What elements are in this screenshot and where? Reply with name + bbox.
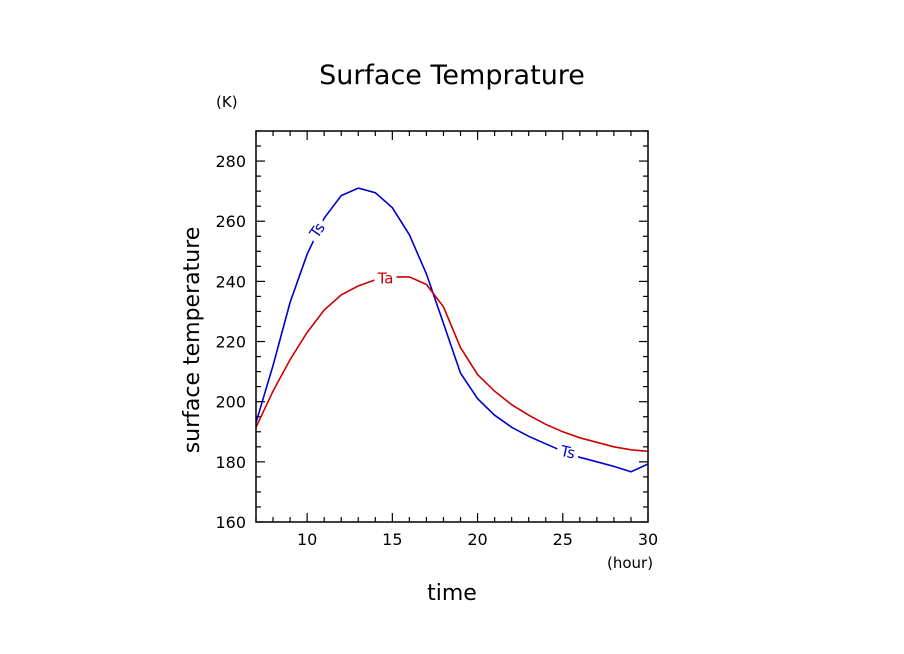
y-tick-label: 240 — [215, 272, 246, 291]
plot-frame — [255, 130, 649, 523]
x-tick-label: 25 — [553, 530, 573, 549]
x-tick-label: 20 — [467, 530, 487, 549]
y-axis-label: surface temperature — [180, 227, 205, 454]
y-tick-label: 220 — [215, 333, 246, 352]
chart-title: Surface Temprature — [319, 60, 585, 91]
y-tick-label: 260 — [215, 212, 246, 231]
x-tick-label: 30 — [638, 530, 658, 549]
series-label-knockout — [555, 441, 581, 464]
series-label-ta: Ta — [377, 269, 394, 287]
y-tick-label: 280 — [215, 152, 246, 171]
series-labels: Ts Ta Ts — [303, 216, 581, 464]
x-tick-label: 15 — [382, 530, 402, 549]
y-tick-label: 160 — [215, 513, 246, 532]
series-label-group: Ta — [374, 269, 397, 288]
series-label-group: Ts — [555, 441, 581, 464]
axis-ticks: 10 15 20 25 30 160 180 200 220 240 260 280 — [215, 130, 658, 549]
series-line-ta — [255, 276, 649, 453]
series-label-group: Ts — [303, 216, 332, 245]
x-tick-label: 10 — [297, 530, 317, 549]
series-label-knockout — [374, 269, 397, 288]
y-unit-label: (K) — [216, 93, 238, 111]
y-tick-label: 180 — [215, 453, 246, 472]
y-tick-label: 200 — [215, 393, 246, 412]
x-unit-label: (hour) — [607, 554, 653, 572]
x-axis-label: time — [427, 581, 477, 606]
series-label-ts: Ts — [558, 442, 577, 463]
series-label-knockout — [303, 216, 332, 245]
